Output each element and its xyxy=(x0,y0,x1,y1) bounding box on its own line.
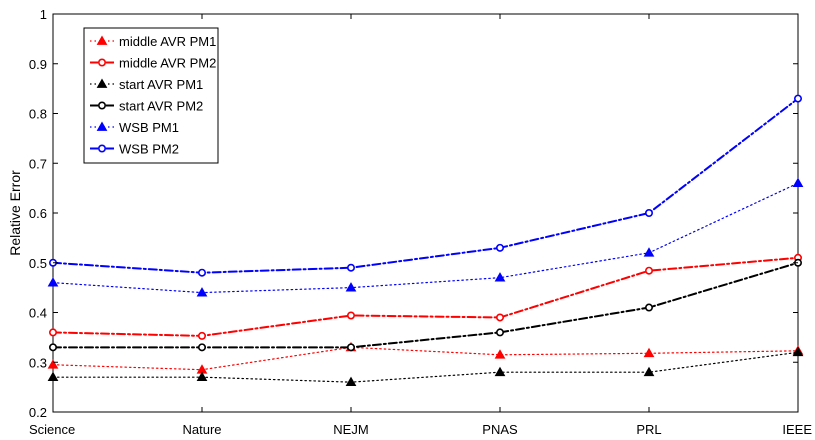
data-point xyxy=(644,303,653,312)
data-point xyxy=(643,247,655,257)
y-tick-label: 0.2 xyxy=(29,405,47,420)
y-tick-label: 0.6 xyxy=(29,206,47,221)
legend-label: middle AVR PM2 xyxy=(119,56,216,71)
data-point xyxy=(643,366,655,377)
series-line xyxy=(52,256,799,337)
data-point xyxy=(48,328,57,337)
x-tick-label: PNAS xyxy=(482,422,518,437)
legend-label: WSB PM2 xyxy=(119,142,179,157)
series-3 xyxy=(48,258,802,352)
legend-swatch-marker xyxy=(98,58,107,67)
series-line xyxy=(52,346,799,371)
data-point xyxy=(495,243,504,252)
legend-swatch-marker xyxy=(98,101,107,110)
x-tick-label: PRL xyxy=(636,422,661,437)
legend-item: WSB PM2 xyxy=(90,142,179,157)
series-5 xyxy=(48,94,802,277)
data-point xyxy=(345,376,357,387)
data-point xyxy=(196,287,208,297)
data-point xyxy=(198,268,207,277)
y-tick-label: 0.3 xyxy=(29,355,47,370)
legend-swatch-marker xyxy=(96,78,108,88)
series-line xyxy=(52,351,799,383)
series-4 xyxy=(47,177,804,297)
y-tick-label: 0.7 xyxy=(29,156,47,171)
data-point xyxy=(495,328,504,337)
axes: 0.2 0.3 0.4 0.5 0.6 0.7 0.8 0.9 1 Science Nature NE… xyxy=(29,7,812,437)
legend-item: middle AVR PM2 xyxy=(90,56,216,71)
legend-label: middle AVR PM1 xyxy=(119,34,216,49)
legend-label: WSB PM1 xyxy=(119,120,179,135)
data-point xyxy=(345,282,357,292)
legend-swatch-marker xyxy=(96,35,108,45)
legend: middle AVR PM1 middle AVR PM2 start AVR PM… xyxy=(83,27,219,164)
data-point xyxy=(196,371,208,382)
data-point xyxy=(47,359,59,369)
x-tick-label: IEEE xyxy=(782,422,812,437)
legend-swatch-marker xyxy=(98,144,107,153)
data-point xyxy=(494,349,506,359)
y-tick-label: 0.9 xyxy=(29,57,47,72)
y-tick-label: 1 xyxy=(40,7,47,22)
y-axis-title: Relative Error xyxy=(7,170,23,256)
series-layer xyxy=(47,94,804,387)
legend-label: start AVR PM2 xyxy=(119,99,203,114)
data-point xyxy=(495,313,504,322)
data-point xyxy=(198,331,207,340)
data-point xyxy=(346,343,355,352)
data-point xyxy=(48,343,57,352)
data-point xyxy=(644,266,653,275)
legend-swatch-marker xyxy=(96,121,108,131)
legend-label: start AVR PM1 xyxy=(119,77,203,92)
data-point xyxy=(47,277,59,287)
x-tick-label: NEJM xyxy=(333,422,368,437)
legend-item: start AVR PM1 xyxy=(90,77,203,92)
x-tick-label: Nature xyxy=(182,422,221,437)
series-line xyxy=(52,182,799,294)
data-point xyxy=(644,209,653,218)
legend-item: start AVR PM2 xyxy=(90,99,203,114)
data-point xyxy=(494,366,506,377)
data-point xyxy=(792,346,804,357)
y-tick-label: 0.5 xyxy=(29,256,47,271)
series-line xyxy=(52,97,799,274)
legend-box xyxy=(83,27,219,164)
y-tick-label: 0.8 xyxy=(29,107,47,122)
data-point xyxy=(494,272,506,282)
series-2 xyxy=(47,346,804,387)
legend-item: middle AVR PM1 xyxy=(90,34,216,49)
data-point xyxy=(198,343,207,352)
series-1 xyxy=(48,253,802,340)
legend-item: WSB PM1 xyxy=(90,120,179,135)
data-point xyxy=(643,347,655,358)
series-line xyxy=(52,261,799,349)
data-point xyxy=(792,177,804,188)
data-point xyxy=(793,94,802,103)
data-point xyxy=(346,263,355,272)
y-tick-label: 0.4 xyxy=(29,306,47,321)
data-point xyxy=(47,371,59,382)
data-point xyxy=(346,311,355,320)
x-tick-label: Science xyxy=(29,422,75,437)
